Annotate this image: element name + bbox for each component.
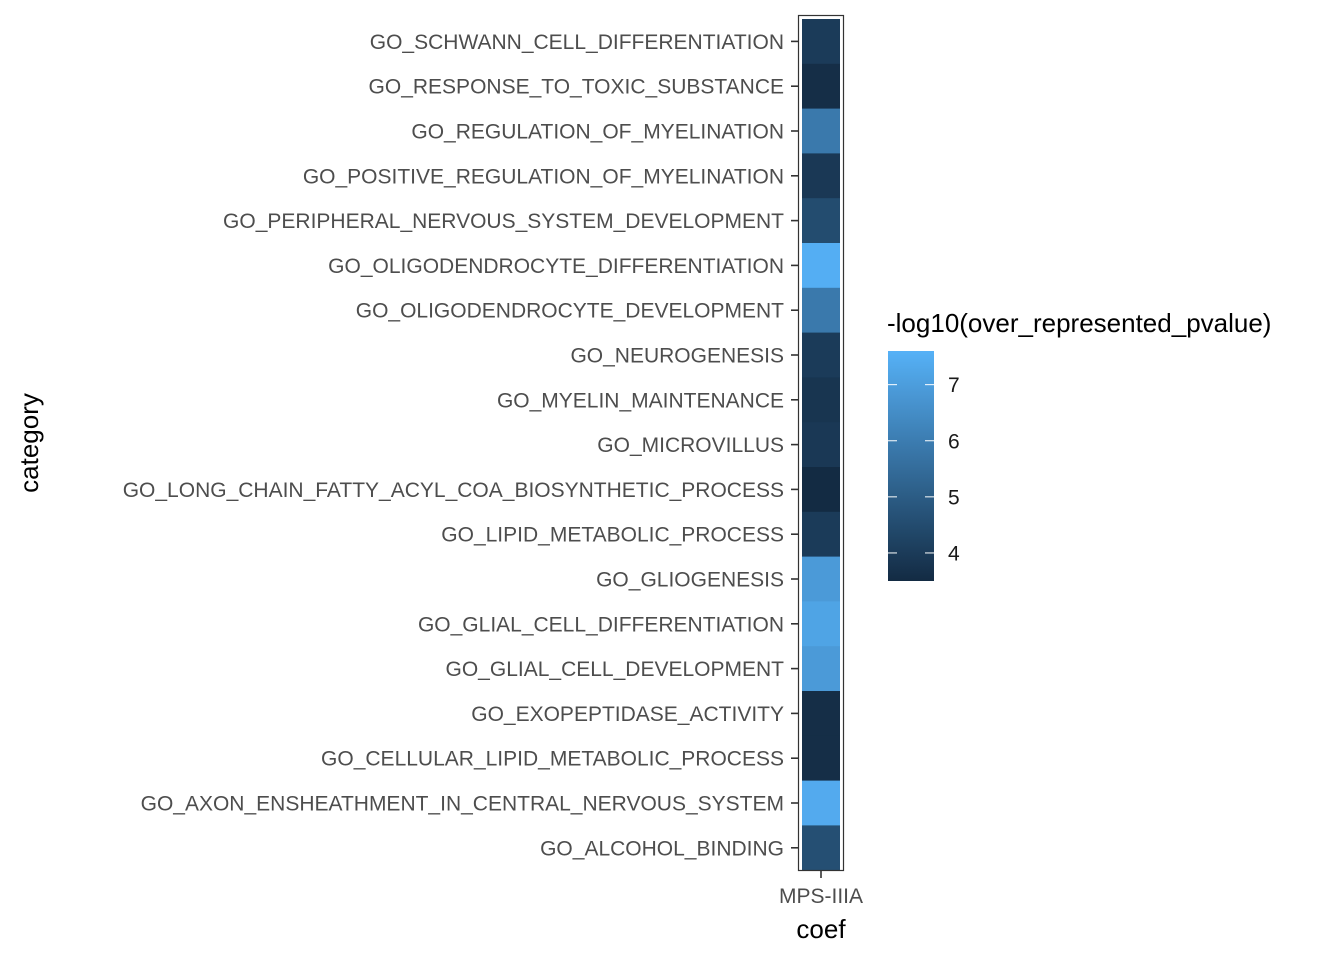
y-tick-label: GO_GLIAL_CELL_DIFFERENTIATION <box>418 613 784 636</box>
heatmap-cell <box>802 422 840 468</box>
x-axis-title: coef <box>796 914 846 944</box>
y-tick-label: GO_LIPID_METABOLIC_PROCESS <box>441 524 784 547</box>
heatmap-cell <box>802 243 840 289</box>
y-tick-label: GO_ALCOHOL_BINDING <box>540 837 784 860</box>
y-tick-label: GO_MICROVILLUS <box>597 434 784 457</box>
color-legend: -log10(over_represented_pvalue) 4 5 6 7 <box>887 308 1271 581</box>
heatmap-cell <box>802 825 840 871</box>
heatmap-cell <box>802 556 840 602</box>
y-tick-label: GO_OLIGODENDROCYTE_DIFFERENTIATION <box>328 255 784 278</box>
y-tick-label: GO_RESPONSE_TO_TOXIC_SUBSTANCE <box>369 76 784 99</box>
y-tick-label: GO_PERIPHERAL_NERVOUS_SYSTEM_DEVELOPMENT <box>223 210 784 233</box>
heatmap-cell <box>802 691 840 737</box>
x-axis: MPS-IIIA <box>779 871 863 908</box>
heatmap-cells <box>802 19 840 871</box>
heatmap-cell <box>802 198 840 244</box>
y-axis-title: category <box>14 393 44 493</box>
legend-tick-label: 5 <box>948 486 960 509</box>
legend-tick-label: 6 <box>948 430 960 453</box>
legend-color-bar <box>888 351 934 581</box>
y-tick-label: GO_POSITIVE_REGULATION_OF_MYELINATION <box>303 165 784 188</box>
y-tick-label: GO_GLIAL_CELL_DEVELOPMENT <box>446 658 785 681</box>
y-tick-label: GO_SCHWANN_CELL_DIFFERENTIATION <box>370 31 784 54</box>
heatmap-cell <box>802 780 840 826</box>
panel-border <box>797 14 845 872</box>
y-tick-label: GO_CELLULAR_LIPID_METABOLIC_PROCESS <box>321 748 784 771</box>
heatmap-cell <box>802 287 840 333</box>
y-tick-label: GO_OLIGODENDROCYTE_DEVELOPMENT <box>356 300 784 323</box>
y-tick-label: GO_LONG_CHAIN_FATTY_ACYL_COA_BIOSYNTHETI… <box>123 479 784 502</box>
heatmap-cell <box>802 467 840 513</box>
legend-tick-label: 4 <box>948 542 960 565</box>
heatmap-cell <box>802 19 840 65</box>
legend-ticks: 4 5 6 7 <box>888 374 960 565</box>
y-axis-tick-labels: GO_SCHWANN_CELL_DIFFERENTIATION GO_RESPON… <box>123 31 784 860</box>
y-tick-label: GO_REGULATION_OF_MYELINATION <box>411 121 784 144</box>
heatmap-cell <box>802 377 840 423</box>
legend-tick-label: 7 <box>948 374 960 397</box>
heatmap-cell <box>802 646 840 692</box>
heatmap-cell <box>802 735 840 781</box>
y-axis-ticks <box>791 40 798 849</box>
y-tick-label: GO_GLIOGENESIS <box>596 569 784 592</box>
heatmap-cell <box>802 332 840 378</box>
y-tick-label: GO_MYELIN_MAINTENANCE <box>497 389 784 412</box>
heatmap-cell <box>802 63 840 109</box>
y-tick-label: GO_AXON_ENSHEATHMENT_IN_CENTRAL_NERVOUS_… <box>141 793 784 816</box>
x-tick-label: MPS-IIIA <box>779 885 863 908</box>
heatmap-cell <box>802 108 840 154</box>
heatmap-cell <box>802 601 840 647</box>
heatmap-cell <box>802 511 840 557</box>
legend-title: -log10(over_represented_pvalue) <box>887 308 1271 338</box>
y-tick-label: GO_NEUROGENESIS <box>570 345 784 368</box>
y-tick-label: GO_EXOPEPTIDASE_ACTIVITY <box>471 703 784 726</box>
heatmap-cell <box>802 153 840 199</box>
